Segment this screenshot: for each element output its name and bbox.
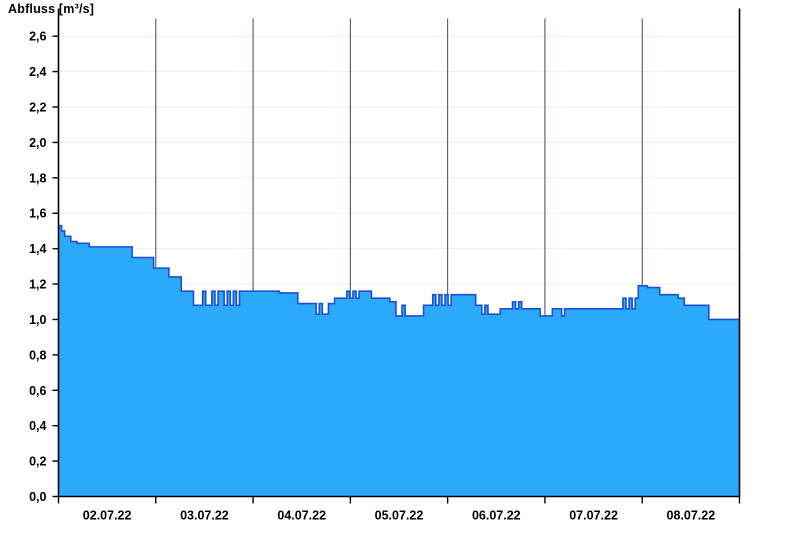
y-tick-label: 2,4	[29, 65, 46, 79]
x-tick-label: 06.07.22	[472, 509, 521, 523]
x-tick-label: 07.07.22	[569, 509, 618, 523]
y-tick-label: 0,2	[29, 455, 46, 469]
x-tick-label: 04.07.22	[277, 509, 326, 523]
x-axis-tick-labels: 02.07.22 03.07.22 04.07.22 05.07.22 06.07.22…	[83, 509, 715, 523]
series-outline	[58, 224, 740, 321]
axes	[52, 8, 741, 504]
chart-title: Abfluss [m³/s]	[8, 2, 95, 16]
y-tick-label: 0,8	[29, 348, 46, 362]
y-tick-label: 1,2	[29, 278, 46, 292]
area-fill	[58, 225, 740, 497]
y-tick-label: 0,4	[29, 419, 46, 433]
y-tick-label: 0,6	[29, 384, 46, 398]
x-tick-label: 02.07.22	[83, 509, 132, 523]
y-tick-label: 1,6	[29, 207, 46, 221]
x-tick-label: 08.07.22	[667, 509, 716, 523]
y-tick-label: 1,0	[29, 313, 46, 327]
y-tick-label: 1,8	[29, 171, 46, 185]
y-tick-label: 2,6	[29, 30, 46, 44]
y-tick-label: 2,0	[29, 136, 46, 150]
x-tick-label: 03.07.22	[180, 509, 229, 523]
y-tick-label: 0,0	[29, 490, 46, 504]
y-tick-label: 2,2	[29, 101, 46, 115]
data-area	[58, 224, 740, 497]
x-tick-label: 05.07.22	[375, 509, 424, 523]
y-tick-label: 1,4	[29, 242, 46, 256]
y-axis-tick-labels: 0,0 0,2 0,4 0,6 0,8 1,0 1,2 1,4 1,6 1,8 2,0 2,2 2,4 2…	[29, 30, 46, 504]
